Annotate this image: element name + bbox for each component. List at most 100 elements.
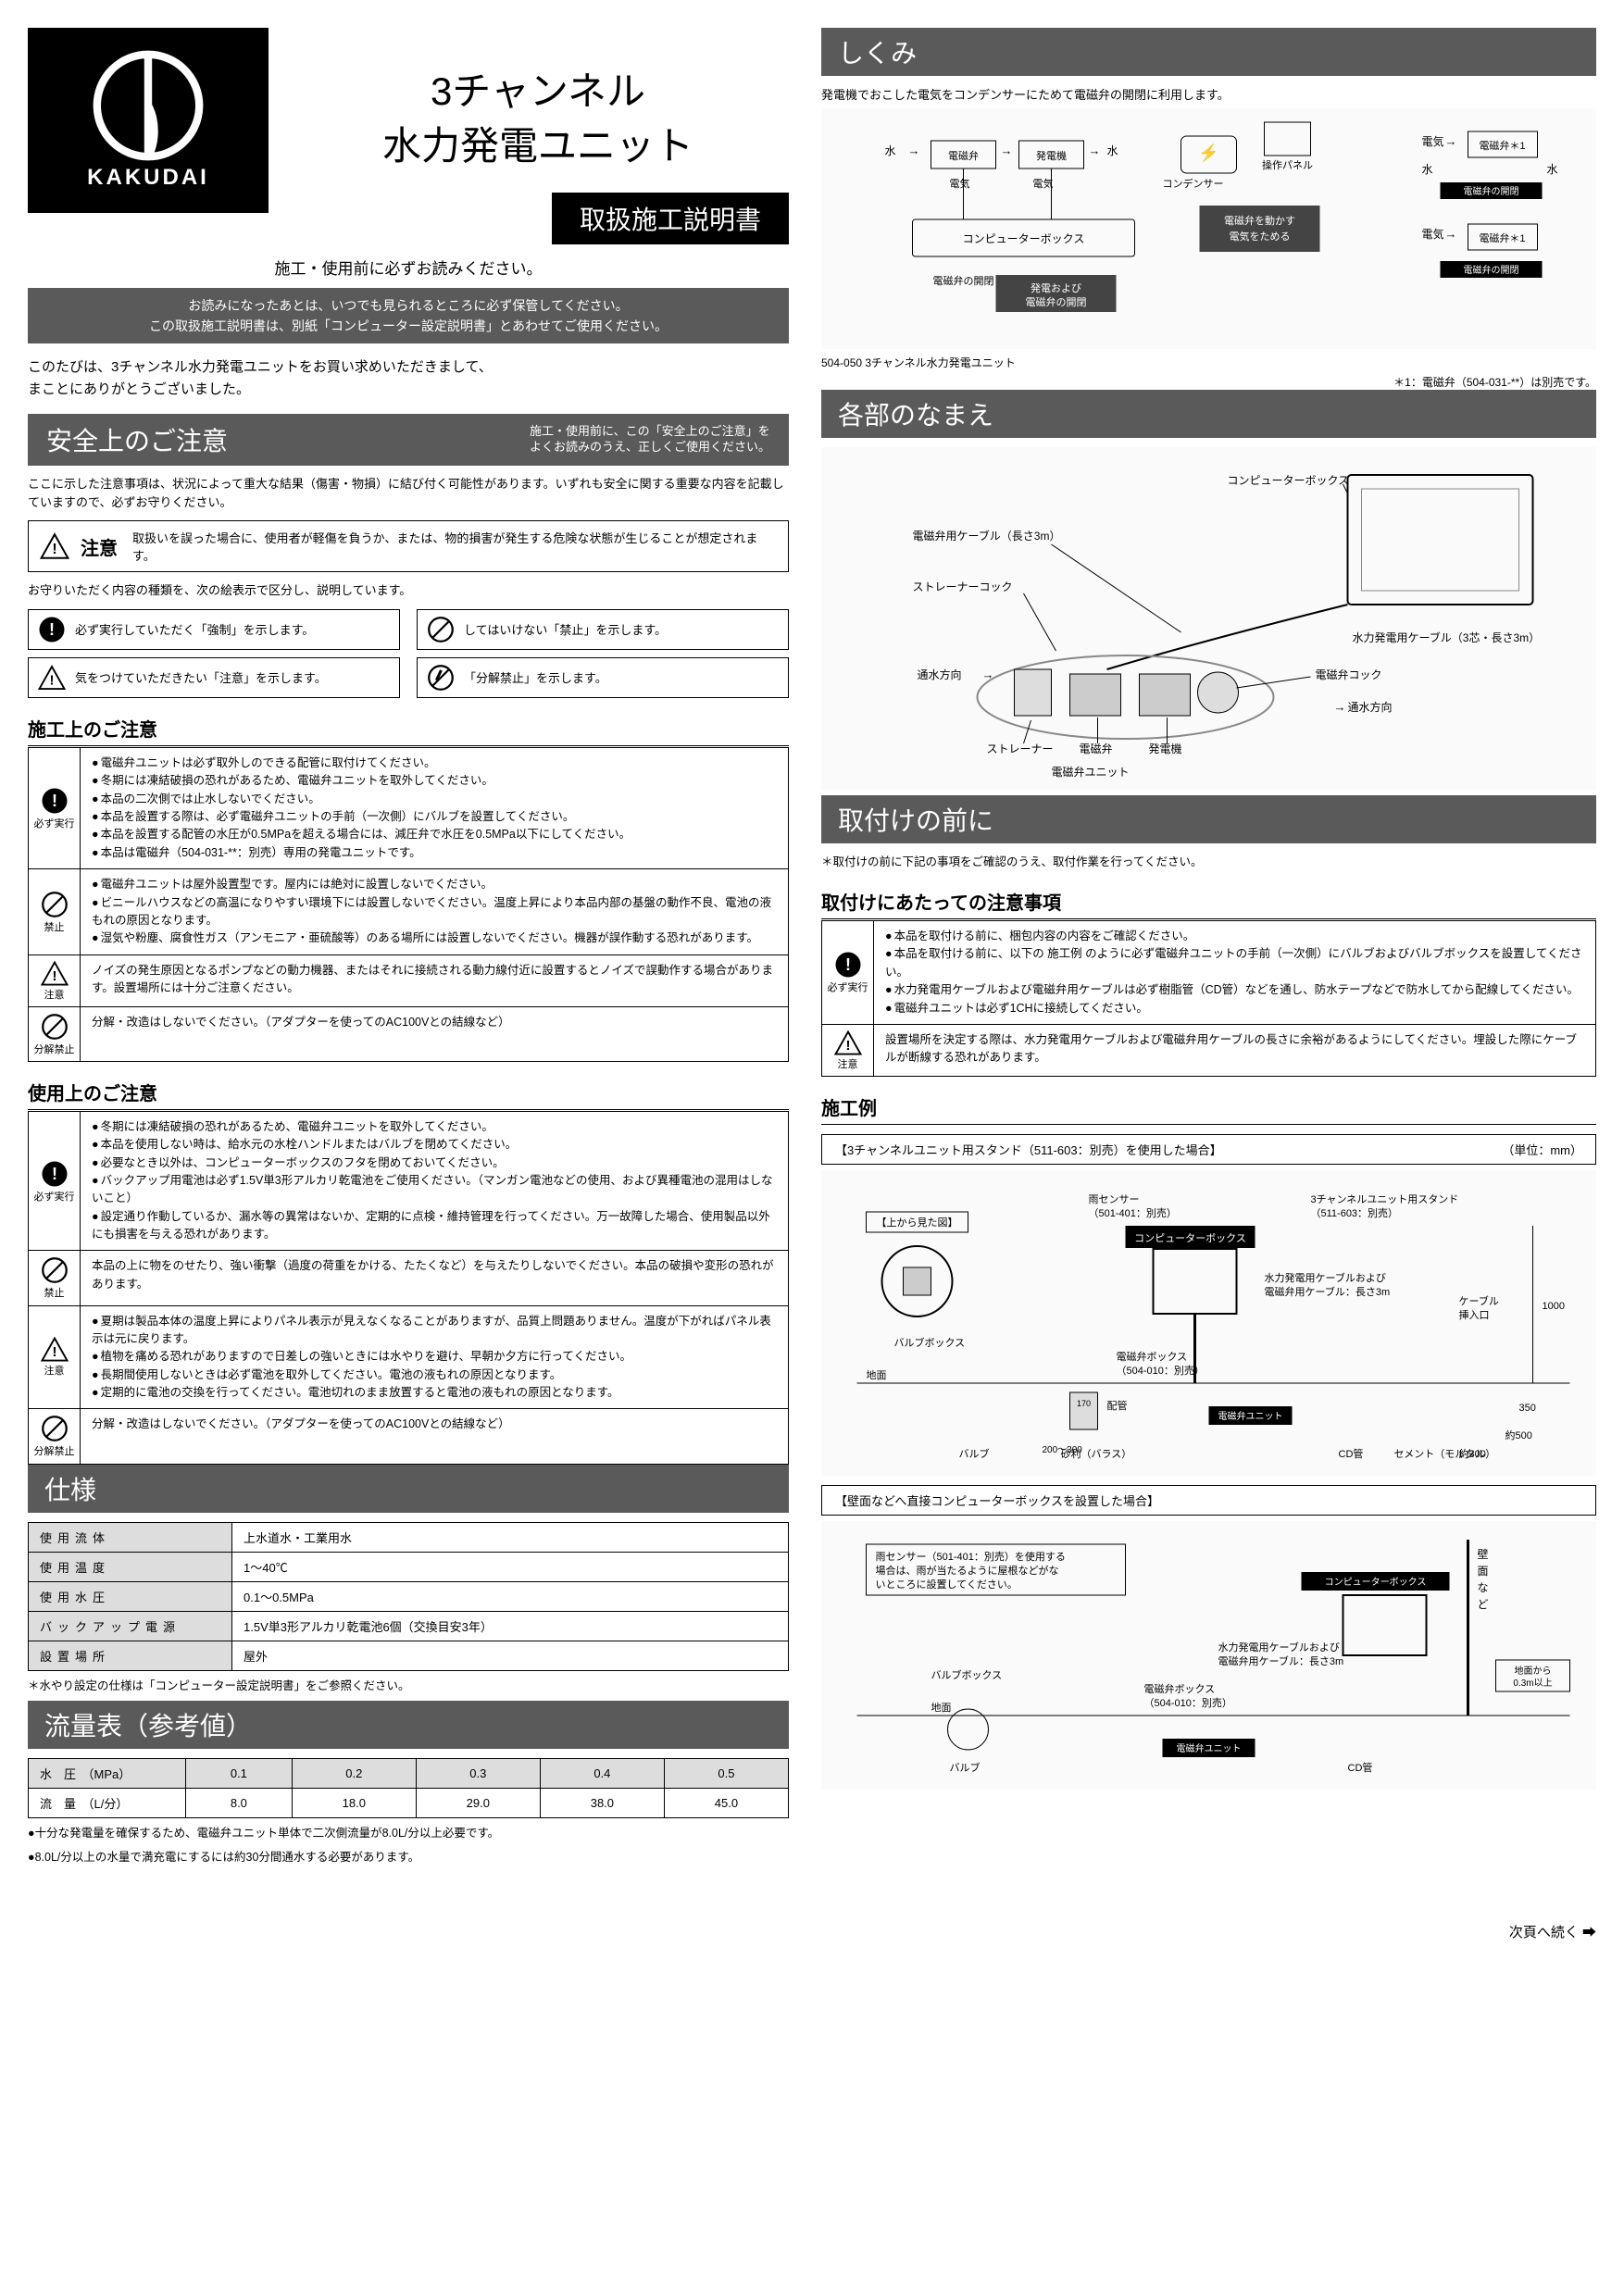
example-unit-note: （単位：mm） bbox=[1502, 1141, 1582, 1158]
product-title-line1: 3チャンネル bbox=[431, 69, 645, 113]
svg-text:通水方向: 通水方向 bbox=[1348, 700, 1393, 714]
legend-caution: ! 気をつけていただきたい「注意」を示します。 bbox=[28, 657, 400, 698]
svg-text:電磁弁の開閉: 電磁弁の開閉 bbox=[1464, 264, 1519, 276]
svg-text:水力発電用ケーブルおよび: 水力発電用ケーブルおよび bbox=[1265, 1271, 1386, 1284]
forbid-icon bbox=[427, 616, 455, 643]
svg-text:コンピューターボックス: コンピューターボックス bbox=[1325, 1577, 1427, 1588]
svg-text:（504-010：別売）: （504-010：別売） bbox=[1117, 1365, 1205, 1377]
before-install-section-bar: 取付けの前に bbox=[821, 795, 1596, 843]
no-disassemble-icon bbox=[41, 1013, 69, 1041]
brand-name: KAKUDAI bbox=[87, 165, 209, 191]
list-item: 本品を取付ける前に、梱包内容の内容をご確認ください。 bbox=[885, 928, 1584, 945]
svg-text:ストレーナー: ストレーナー bbox=[987, 742, 1054, 755]
svg-text:電磁弁: 電磁弁 bbox=[948, 149, 979, 162]
example-case1: 【3チャンネルユニット用スタンド（511-603：別売）を使用した場合】 （単位… bbox=[821, 1134, 1596, 1165]
flow-table: 水 圧 （MPa）0.10.20.30.40.5流 量 （L/分）8.018.0… bbox=[28, 1758, 789, 1818]
svg-text:→: → bbox=[1445, 227, 1457, 241]
svg-text:コンピューターボックス: コンピューターボックス bbox=[1228, 474, 1350, 487]
svg-text:電磁弁ユニット: 電磁弁ユニット bbox=[1052, 765, 1130, 779]
force-icon: ! bbox=[41, 1160, 69, 1188]
svg-text:水力発電用ケーブル（3芯・長さ3m）: 水力発電用ケーブル（3芯・長さ3m） bbox=[1353, 630, 1541, 644]
svg-text:水: 水 bbox=[1422, 163, 1433, 176]
svg-text:!: ! bbox=[845, 955, 851, 974]
svg-text:→: → bbox=[1445, 134, 1457, 148]
caution-icon: ! bbox=[41, 961, 69, 986]
svg-text:約500: 約500 bbox=[1505, 1429, 1532, 1441]
force-icon: ! bbox=[834, 951, 862, 979]
product-title: 3チャンネル 水力発電ユニット bbox=[287, 65, 789, 174]
svg-text:→: → bbox=[908, 144, 920, 157]
svg-text:水: 水 bbox=[1107, 144, 1118, 157]
product-title-line2: 水力発電ユニット bbox=[382, 124, 693, 168]
use-force-list: 冬期には凍結破損の恐れがあるため、電磁弁ユニットを取外してください。本品を使用し… bbox=[92, 1118, 777, 1244]
svg-text:配管: 配管 bbox=[1107, 1399, 1128, 1412]
use-force-row: !必ず実行 冬期には凍結破損の恐れがあるため、電磁弁ユニットを取外してください。… bbox=[28, 1111, 789, 1252]
svg-text:通水方向: 通水方向 bbox=[918, 668, 962, 681]
parts-diagram-svg: コンピューターボックス 電磁弁用ケーブル（長さ3m） ストレーナーコック 水力発… bbox=[829, 456, 1589, 780]
warning-triangle-icon: ! bbox=[40, 532, 69, 560]
svg-text:コンデンサー: コンデンサー bbox=[1163, 177, 1224, 190]
svg-text:（501-401：別売）: （501-401：別売） bbox=[1089, 1207, 1177, 1219]
list-item: 水力発電用ケーブルおよび電磁弁用ケーブルは必ず樹脂管（CD管）などを通し、防水テ… bbox=[885, 981, 1584, 999]
list-item: 電磁弁ユニットは必ず1CHに接続してください。 bbox=[885, 1000, 1584, 1017]
parts-section-bar: 各部のなまえ bbox=[821, 390, 1596, 438]
example-case1-diagram: 【上から見た図】 バルブボックス 雨センサー（501-401：別売） 3チャンネ… bbox=[821, 1170, 1596, 1476]
svg-text:電気: 電気 bbox=[1422, 227, 1444, 241]
example-case1-svg: 【上から見た図】 バルブボックス 雨センサー（501-401：別売） 3チャンネ… bbox=[829, 1179, 1589, 1466]
list-item: 夏期は製品本体の温度上昇によりパネル表示が見えなくなることがありますが、品質上問… bbox=[92, 1313, 777, 1349]
svg-text:面: 面 bbox=[1478, 1565, 1489, 1578]
before-force-list: 本品を取付ける前に、梱包内容の内容をご確認ください。本品を取付ける前に、以下の … bbox=[885, 928, 1584, 1017]
svg-text:電磁弁ユニット: 電磁弁ユニット bbox=[1218, 1410, 1283, 1422]
svg-text:電磁弁コック: 電磁弁コック bbox=[1316, 668, 1382, 681]
svg-text:電気: 電気 bbox=[950, 177, 970, 190]
safety-head-sub: 施工・使用前に、この「安全上のご注意」を よくお読みのうえ、正しくご使用ください… bbox=[530, 424, 770, 455]
svg-text:バルブボックス: バルブボックス bbox=[931, 1668, 1003, 1681]
no-disassemble-icon bbox=[427, 664, 455, 692]
storage-note-l1: お読みになったあとは、いつでも見られるところに必ず保管してください。 bbox=[37, 295, 780, 316]
caution-icon: ! bbox=[41, 1337, 69, 1362]
svg-text:【上から見た図】: 【上から見た図】 bbox=[877, 1217, 958, 1229]
svg-text:挿入口: 挿入口 bbox=[1459, 1308, 1490, 1321]
flow-section-bar: 流量表（参考値） bbox=[28, 1701, 789, 1749]
example-case2: 【壁面などへ直接コンピューターボックスを設置した場合】 bbox=[821, 1485, 1596, 1516]
svg-text:地面から: 地面から bbox=[1515, 1665, 1552, 1677]
svg-text:1000: 1000 bbox=[1543, 1301, 1565, 1312]
legend-force: ! 必ず実行していただく「強制」を示します。 bbox=[28, 609, 400, 650]
svg-text:電気: 電気 bbox=[1422, 134, 1444, 148]
safety-section-bar: 安全上のご注意 施工・使用前に、この「安全上のご注意」を よくお読みのうえ、正し… bbox=[28, 414, 789, 466]
use-forbid-row: 禁止 本品の上に物をのせたり、強い衝撃（過度の荷重をかける、たたくなど）を与えた… bbox=[28, 1250, 789, 1305]
svg-text:CD管: CD管 bbox=[1339, 1447, 1364, 1460]
force-icon: ! bbox=[38, 616, 66, 643]
force-icon: ! bbox=[41, 787, 69, 815]
before-install-sub: 取付けにあたっての注意事項 bbox=[821, 888, 1596, 919]
svg-text:水: 水 bbox=[885, 144, 896, 157]
svg-text:ストレーナーコック: ストレーナーコック bbox=[913, 580, 1013, 593]
example-case2-svg: 雨センサー（501-401：別売）を使用する 場合は、雨が当たるように屋根などが… bbox=[829, 1530, 1589, 1780]
mechanism-caption: 504-050 3チャンネル水力発電ユニット bbox=[821, 355, 1596, 370]
use-nodisasm-row: 分解禁止 分解・改造はしないでください。（アダプターを使ってのAC100Vとの結… bbox=[28, 1408, 789, 1464]
svg-text:電磁弁ボックス: 電磁弁ボックス bbox=[1117, 1350, 1188, 1363]
read-before-note: 施工・使用前に必ずお読みください。 bbox=[28, 256, 789, 279]
svg-text:バルブ: バルブ bbox=[950, 1761, 981, 1774]
svg-text:電磁弁用ケーブル：長さ3m: 電磁弁用ケーブル：長さ3m bbox=[1265, 1285, 1391, 1298]
example-case2-diagram: 雨センサー（501-401：別売）を使用する 場合は、雨が当たるように屋根などが… bbox=[821, 1521, 1596, 1790]
svg-text:→: → bbox=[1334, 700, 1346, 714]
legend-forbid: してはいけない「禁止」を示します。 bbox=[417, 609, 789, 650]
list-item: 設定通り作動しているか、漏水等の異常はないか、定期的に点検・維持管理を行ってくだ… bbox=[92, 1208, 777, 1244]
list-item: 植物を痛める恐れがありますので日差しの強いときには水やりを避け、早朝か夕方に行っ… bbox=[92, 1348, 777, 1366]
svg-text:発電機: 発電機 bbox=[1036, 149, 1067, 162]
svg-text:雨センサー: 雨センサー bbox=[1089, 1193, 1140, 1205]
mechanism-description: 発電機でおこした電気をコンデンサーにためて電磁弁の開閉に利用します。 bbox=[821, 85, 1596, 103]
svg-text:場合は、雨が当たるように屋根などがな: 場合は、雨が当たるように屋根などがな bbox=[876, 1564, 1059, 1577]
use-caution-list: 夏期は製品本体の温度上昇によりパネル表示が見えなくなることがありますが、品質上問… bbox=[92, 1313, 777, 1403]
svg-text:操作パネル: 操作パネル bbox=[1262, 158, 1313, 171]
svg-text:電気をためる: 電気をためる bbox=[1230, 230, 1291, 243]
no-disassemble-icon bbox=[41, 1415, 69, 1442]
list-item: 本品は電磁弁（504-031-**：別売）専用の発電ユニットです。 bbox=[92, 844, 777, 862]
spec-section-bar: 仕様 bbox=[28, 1465, 789, 1513]
list-item: 冬期には凍結破損の恐れがあるため、電磁弁ユニットを取外してください。 bbox=[92, 1118, 777, 1136]
svg-text:⚡: ⚡ bbox=[1198, 143, 1218, 163]
svg-text:電磁弁＊1: 電磁弁＊1 bbox=[1479, 231, 1525, 244]
svg-text:電磁弁の開閉: 電磁弁の開閉 bbox=[933, 274, 994, 287]
svg-text:!: ! bbox=[52, 968, 56, 984]
